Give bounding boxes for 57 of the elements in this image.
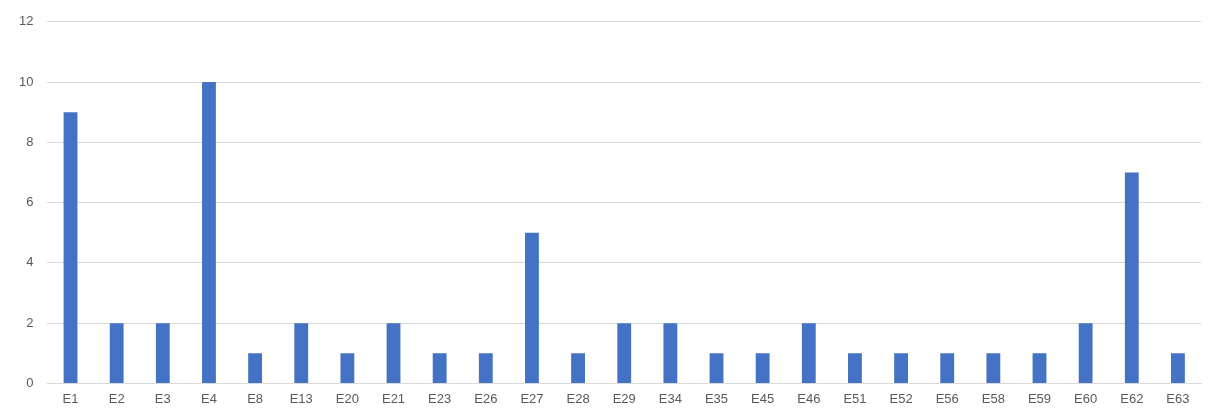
- bar: [571, 353, 586, 383]
- x-tick-label: E21: [381, 390, 406, 406]
- x-tick-label: E26: [474, 390, 498, 406]
- y-tick-label: 12: [18, 13, 34, 29]
- bar: [525, 232, 539, 383]
- bar: [663, 323, 678, 383]
- x-tick-label: E29: [612, 390, 636, 406]
- x-tick-label: E13: [289, 390, 313, 406]
- y-tick-label: 2: [26, 314, 34, 330]
- x-tick-label: E20: [335, 390, 359, 406]
- bar: [155, 323, 170, 383]
- x-tick-label: E60: [1074, 390, 1098, 406]
- y-tick-label: 6: [26, 194, 34, 210]
- x-tick-label: E51: [843, 390, 867, 406]
- bar: [940, 353, 955, 383]
- y-tick-label: 4: [26, 254, 34, 270]
- x-tick-label: E46: [797, 390, 821, 406]
- bar: [755, 353, 770, 383]
- bar: [617, 323, 632, 383]
- bar: [109, 323, 124, 383]
- x-tick-label: E23: [428, 390, 452, 406]
- bar: [478, 353, 493, 383]
- x-tick-label: E2: [108, 390, 125, 406]
- x-tick-label: E34: [658, 390, 682, 406]
- bar: [340, 353, 355, 383]
- bar: [709, 353, 724, 383]
- y-tick-label: 8: [26, 133, 34, 149]
- bar: [202, 82, 216, 383]
- x-tick-label: E45: [751, 390, 775, 406]
- bar: [1124, 172, 1139, 383]
- x-tick-label: E8: [247, 390, 264, 406]
- x-tick-label: E56: [935, 390, 959, 406]
- x-tick-label: E58: [981, 390, 1005, 406]
- x-tick-label: E1: [62, 390, 79, 406]
- y-tick-label: 10: [18, 73, 34, 89]
- y-tick-label: 0: [26, 374, 34, 390]
- bar: [801, 323, 816, 383]
- bar: [294, 323, 309, 383]
- bar: [63, 112, 78, 383]
- x-tick-label: E52: [889, 390, 913, 406]
- x-tick-label: E28: [566, 390, 590, 406]
- x-tick-label: E59: [1027, 390, 1052, 406]
- x-tick-label: E62: [1120, 390, 1144, 406]
- x-tick-label: E63: [1166, 390, 1190, 406]
- bar: [432, 353, 447, 383]
- x-tick-label: E27: [520, 390, 544, 406]
- bar: [848, 353, 862, 383]
- x-tick-label: E4: [201, 390, 217, 406]
- bar: [1171, 353, 1185, 383]
- bar: [986, 353, 1001, 383]
- bar: [894, 353, 908, 383]
- bar: [386, 323, 401, 383]
- bar: [248, 353, 263, 383]
- x-tick-label: E35: [704, 390, 729, 406]
- bar: [1078, 323, 1093, 383]
- bar: [1032, 353, 1047, 383]
- x-tick-label: E3: [154, 390, 171, 406]
